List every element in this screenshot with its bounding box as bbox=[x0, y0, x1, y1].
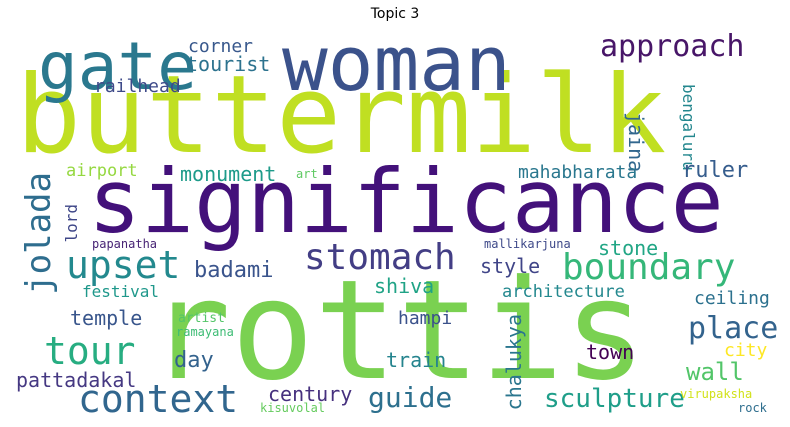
word-hampi: hampi bbox=[398, 308, 453, 329]
word-city: city bbox=[724, 340, 768, 361]
word-mallikarjuna: mallikarjuna bbox=[484, 237, 571, 251]
word-bengaluru: bengaluru bbox=[679, 84, 698, 171]
word-corner: corner bbox=[188, 36, 254, 57]
word-kisuvolal: kisuvolal bbox=[260, 401, 326, 415]
word-stomach: stomach bbox=[304, 237, 456, 278]
word-boundary: boundary bbox=[562, 247, 736, 288]
word-papanatha: papanatha bbox=[92, 237, 158, 251]
word-ceiling: ceiling bbox=[694, 288, 770, 309]
word-pattadakal: pattadakal bbox=[16, 368, 137, 392]
word-day: day bbox=[174, 348, 214, 373]
word-art: art bbox=[296, 167, 318, 181]
word-ruler: ruler bbox=[682, 158, 749, 183]
word-rottis: rottis bbox=[148, 250, 647, 411]
word-mahabharata: mahabharata bbox=[518, 162, 638, 183]
word-tour: tour bbox=[44, 329, 136, 373]
word-place: place bbox=[688, 311, 779, 346]
word-jolada: jolada bbox=[19, 172, 59, 295]
word-sculpture: sculpture bbox=[544, 384, 685, 414]
word-stone: stone bbox=[598, 236, 659, 260]
word-architecture: architecture bbox=[502, 282, 625, 302]
word-gate: gate bbox=[38, 30, 197, 105]
word-shiva: shiva bbox=[374, 274, 435, 298]
word-temple: temple bbox=[70, 306, 143, 330]
word-style: style bbox=[480, 254, 541, 278]
word-chalukya: chalukya bbox=[502, 314, 526, 411]
word-festival: festival bbox=[82, 282, 160, 301]
word-airport: airport bbox=[66, 161, 138, 181]
word-buttermilk: buttermilk bbox=[16, 53, 667, 178]
word-jaina: jaina bbox=[624, 112, 648, 173]
chart-title: Topic 3 bbox=[370, 6, 420, 22]
word-train: train bbox=[386, 348, 447, 372]
word-town: town bbox=[586, 340, 635, 364]
word-cloud: buttermilk significance rottis woman gat… bbox=[10, 30, 780, 415]
word-virupaksha: virupaksha bbox=[680, 387, 753, 401]
word-monument: monument bbox=[180, 162, 277, 186]
word-lord: lord bbox=[62, 204, 81, 243]
word-railhead: railhead bbox=[94, 76, 181, 97]
word-badami: badami bbox=[194, 258, 274, 283]
word-wall: wall bbox=[686, 358, 744, 386]
word-rock: rock bbox=[738, 401, 767, 415]
word-guide: guide bbox=[368, 381, 453, 414]
word-tourist: tourist bbox=[186, 52, 271, 76]
word-artist: artist bbox=[178, 311, 225, 326]
word-approach: approach bbox=[600, 30, 745, 64]
word-significance: significance bbox=[88, 150, 724, 253]
word-context: context bbox=[78, 377, 239, 415]
word-century: century bbox=[268, 382, 353, 406]
word-woman: woman bbox=[282, 30, 511, 108]
word-upset: upset bbox=[66, 243, 181, 287]
word-ramayana: ramayana bbox=[176, 325, 234, 339]
